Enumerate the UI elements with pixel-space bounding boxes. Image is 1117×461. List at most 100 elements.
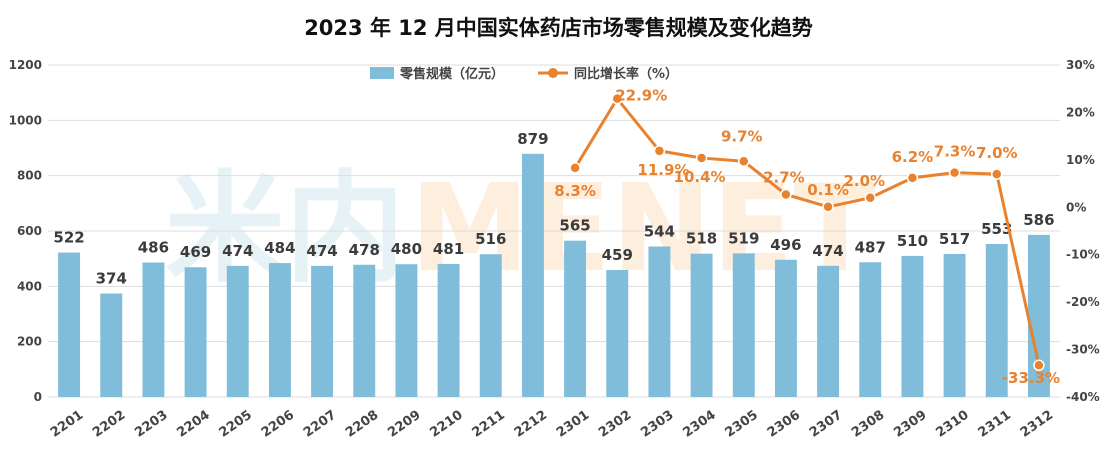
x-tick-label: 2209 [385, 408, 423, 441]
bar-value-label: 516 [475, 230, 506, 248]
x-tick-label: 2302 [596, 408, 634, 441]
x-tick-label: 2210 [427, 408, 465, 441]
growth-value-label: 10.4% [674, 168, 726, 186]
bar-value-label: 474 [306, 242, 337, 260]
bar [732, 253, 755, 397]
y-left-tick-label: 800 [17, 169, 42, 183]
y-left-tick-label: 1000 [9, 113, 42, 127]
bar-value-label: 469 [180, 243, 211, 261]
y-right-tick-label: 20% [1066, 105, 1095, 119]
y-left-tick-label: 600 [17, 224, 42, 238]
y-right-tick-label: -40% [1066, 390, 1100, 404]
y-left-tick-label: 0 [34, 390, 42, 404]
y-left-tick-label: 400 [17, 279, 42, 293]
bar [437, 263, 460, 397]
bar-value-label: 518 [686, 230, 717, 248]
bar-value-label: 879 [517, 130, 548, 148]
bar [521, 153, 544, 397]
bar-value-label: 544 [644, 222, 675, 240]
bar [311, 265, 334, 397]
growth-point [653, 145, 666, 157]
bar-value-label: 496 [770, 236, 801, 254]
x-tick-label: 2201 [48, 408, 86, 441]
x-tick-label: 2304 [680, 408, 718, 441]
x-tick-label: 2303 [638, 408, 676, 441]
bar-value-label: 517 [939, 230, 970, 248]
growth-value-label: 7.3% [934, 143, 976, 161]
bar [353, 264, 376, 397]
y-left-tick-label: 200 [17, 335, 42, 349]
bar [985, 244, 1008, 397]
x-tick-label: 2306 [765, 408, 803, 441]
x-tick-label: 2308 [849, 408, 887, 441]
x-tick-label: 2202 [90, 408, 128, 441]
x-tick-label: 2310 [933, 408, 971, 441]
y-right-tick-label: -10% [1066, 248, 1100, 262]
legend-line-marker [548, 68, 558, 78]
growth-point [822, 201, 834, 213]
growth-value-label: 0.1% [807, 181, 849, 199]
growth-point [738, 155, 750, 168]
growth-value-label: 8.3% [554, 182, 596, 200]
growth-value-label: 7.0% [976, 144, 1018, 162]
growth-point [864, 192, 876, 204]
bar-value-label: 474 [222, 242, 253, 260]
growth-value-label: 9.7% [721, 127, 763, 145]
bar-value-label: 474 [812, 242, 843, 260]
bar-value-label: 484 [264, 239, 295, 257]
growth-value-label: 11.9% [637, 161, 689, 179]
bar [226, 265, 249, 397]
growth-point [948, 166, 961, 179]
bar-value-label: 487 [855, 238, 886, 256]
bar-value-label: 374 [96, 270, 127, 288]
growth-point [611, 92, 623, 105]
bar [901, 255, 924, 397]
bar-value-label: 522 [53, 229, 84, 247]
growth-point [695, 152, 708, 164]
y-right-tick-label: -20% [1066, 295, 1100, 309]
bar [1027, 234, 1050, 397]
growth-point [780, 188, 792, 201]
x-tick-label: 2208 [343, 408, 381, 441]
growth-value-label: -33.3% [1002, 369, 1060, 387]
growth-point [569, 162, 581, 174]
x-tick-label: 2204 [174, 408, 212, 441]
y-right-tick-label: 10% [1066, 153, 1095, 167]
chart-title: 2023 年 12 月中国实体药店市场零售规模及变化趋势 [304, 16, 813, 40]
growth-point [991, 168, 1003, 180]
bar-value-label: 519 [728, 229, 759, 247]
bar [690, 253, 713, 397]
bar-value-label: 459 [602, 246, 633, 264]
x-tick-label: 2307 [807, 408, 845, 441]
x-tick-label: 2311 [976, 408, 1014, 441]
bar-value-label: 481 [433, 240, 464, 258]
y-right-tick-label: 30% [1066, 58, 1095, 72]
bar-value-label: 480 [391, 240, 422, 258]
growth-value-label: 22.9% [615, 87, 667, 105]
x-tick-label: 2207 [301, 408, 339, 441]
growth-line [573, 96, 1041, 366]
y-left-tick-label: 1200 [9, 58, 42, 72]
x-tick-label: 2206 [259, 408, 297, 441]
x-tick-label: 2212 [512, 408, 550, 441]
bar [100, 293, 123, 397]
x-tick-label: 2309 [891, 408, 929, 441]
bar [943, 253, 966, 397]
x-tick-label: 2312 [1018, 408, 1056, 441]
bar-value-label: 478 [349, 241, 380, 259]
bar [184, 267, 207, 397]
growth-point [906, 172, 919, 184]
growth-point [1033, 359, 1045, 371]
growth-value-label: 6.2% [892, 148, 934, 166]
bar [817, 265, 840, 397]
bar-value-label: 510 [897, 232, 928, 250]
legend-line-label: 同比增长率（%） [574, 66, 678, 82]
y-right-tick-label: 0% [1066, 200, 1086, 214]
bar [479, 254, 502, 397]
bar [606, 270, 629, 397]
y-right-tick-label: -30% [1066, 343, 1100, 357]
x-tick-label: 2205 [217, 408, 255, 441]
bar [268, 263, 291, 397]
x-tick-label: 2305 [723, 408, 761, 441]
